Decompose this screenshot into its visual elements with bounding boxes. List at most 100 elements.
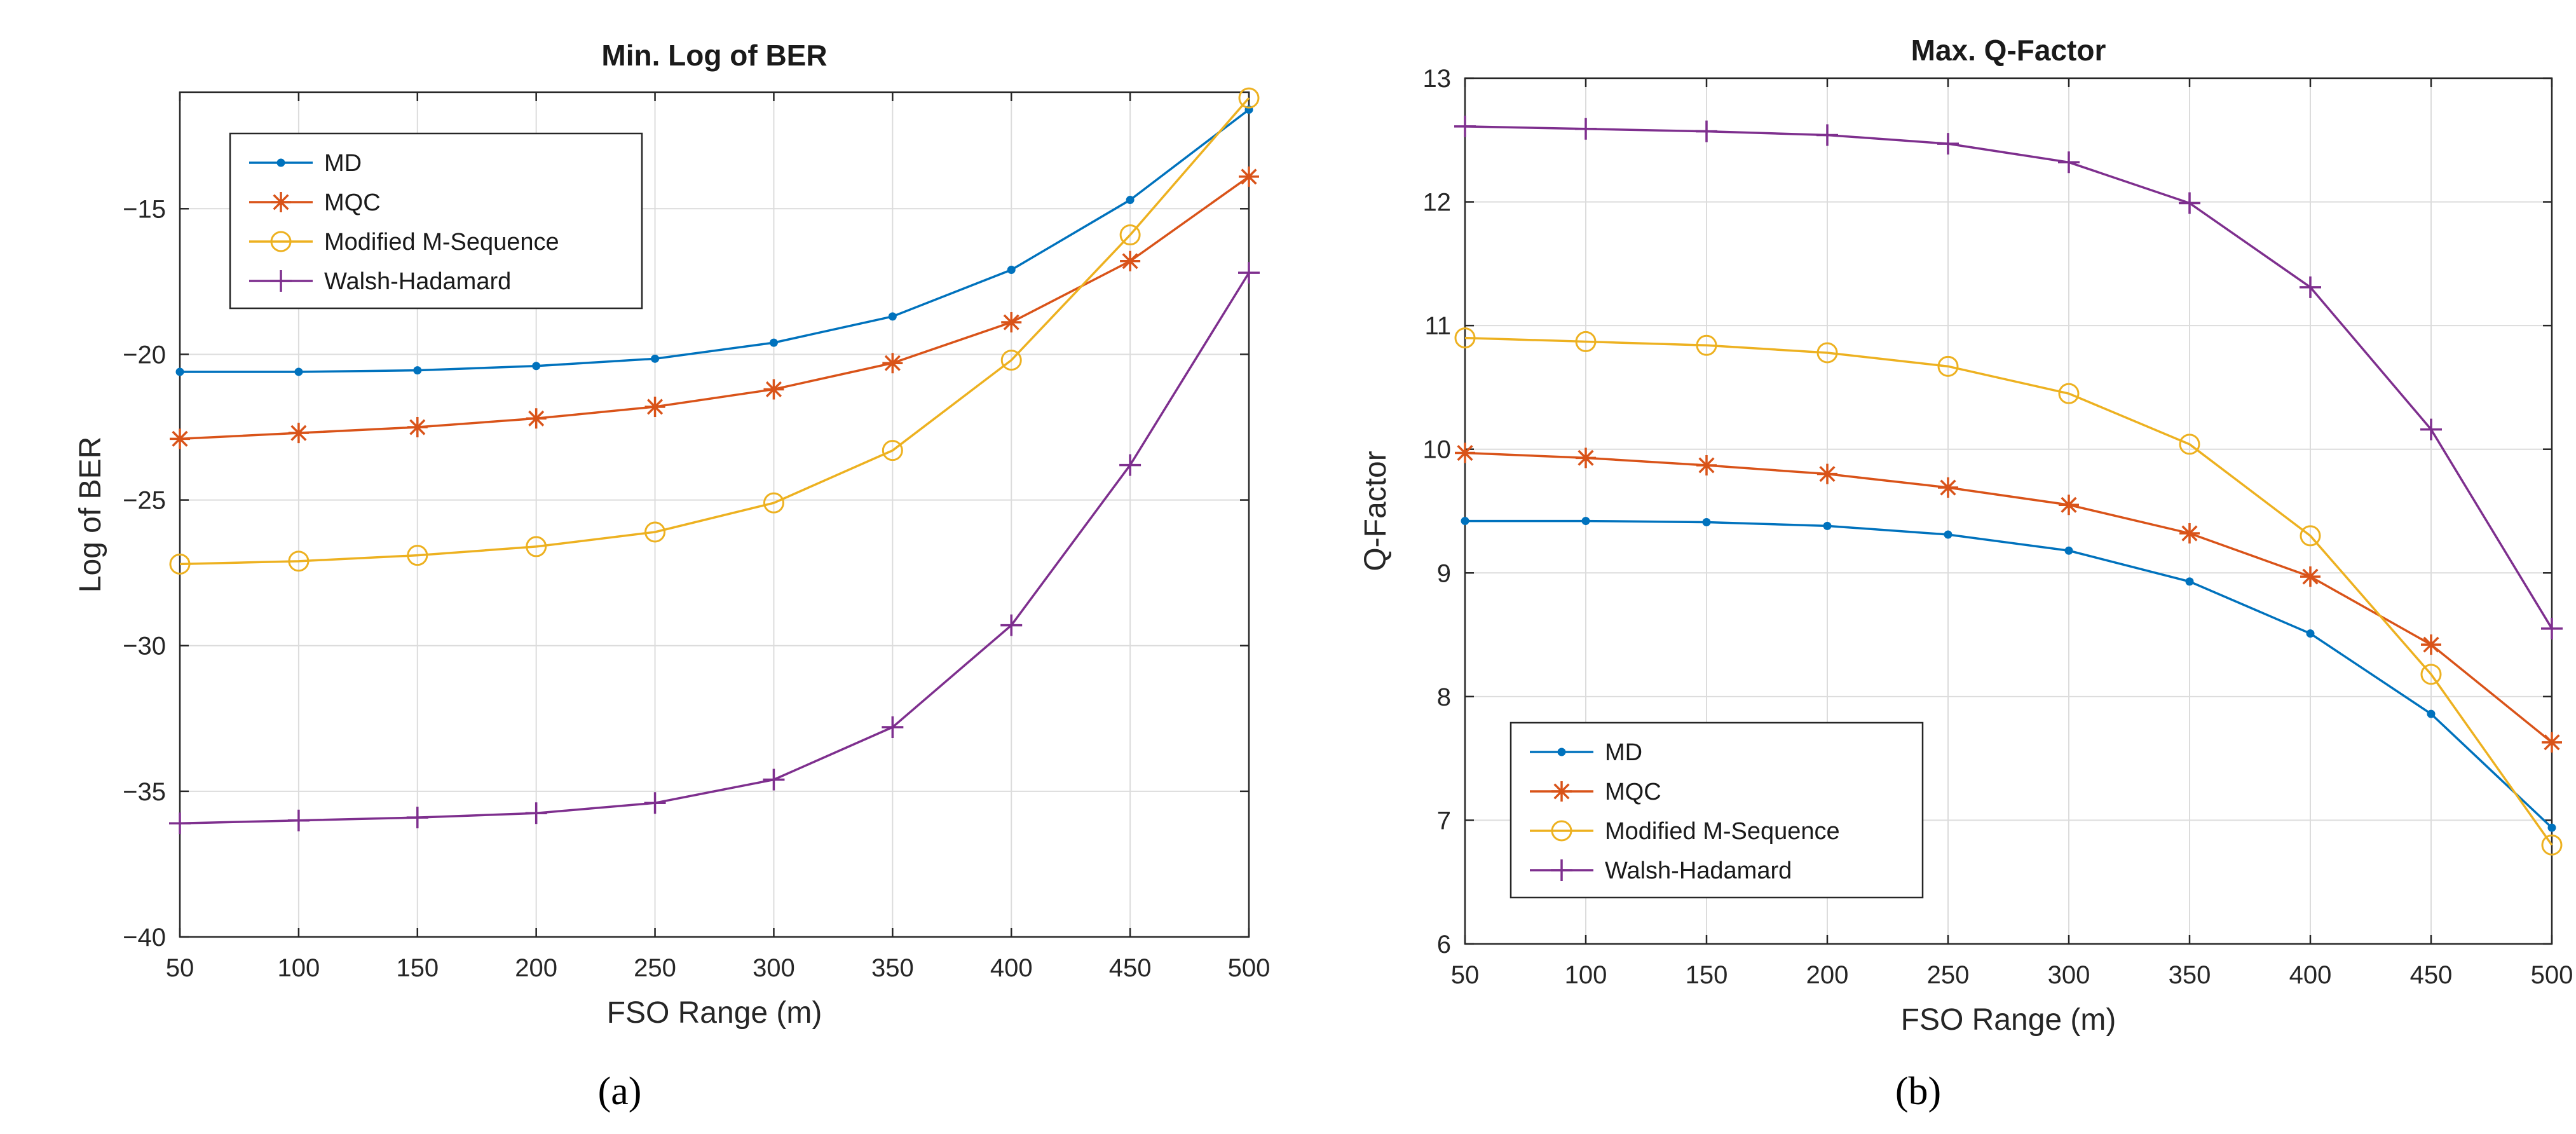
series-line: [1464, 336, 2553, 846]
legend-marker: [270, 270, 292, 292]
data-point: [1000, 350, 1022, 371]
data-point: [287, 809, 310, 831]
x-tick-label: 300: [753, 954, 795, 982]
x-tick-label: 500: [1228, 954, 1271, 982]
data-point: [1702, 518, 1711, 527]
x-tick-label: 100: [278, 954, 320, 982]
data-point: [2420, 664, 2442, 685]
data-point: [1119, 224, 1141, 246]
series-line: [179, 97, 1250, 566]
data-point: [1696, 455, 1717, 476]
chart-title: Min. Log of BER: [601, 39, 827, 72]
series-line: [179, 175, 1250, 441]
data-point: [170, 428, 190, 449]
series-mqc: [170, 166, 1259, 449]
data-point: [407, 545, 428, 566]
legend-label: MQC: [324, 189, 381, 216]
series-modified-m-sequence: [1454, 327, 2563, 856]
y-tick-label: 9: [1437, 559, 1451, 587]
y-tick-label: 6: [1437, 931, 1451, 959]
x-axis-label: FSO Range (m): [1901, 1003, 2116, 1037]
data-point: [1696, 334, 1717, 356]
data-point: [2059, 495, 2079, 516]
data-point: [644, 396, 665, 417]
x-tick-label: 50: [1451, 961, 1480, 989]
data-point: [1001, 312, 1022, 333]
data-point: [882, 440, 903, 461]
series-walsh-hadamard: [169, 262, 1260, 835]
data-point: [1937, 133, 1959, 155]
data-point: [644, 792, 666, 814]
legend-marker: [271, 192, 291, 212]
data-point: [2300, 276, 2321, 298]
data-point: [1000, 614, 1023, 636]
x-tick-label: 250: [1927, 961, 1970, 989]
data-point: [882, 353, 903, 374]
legend-marker: [270, 231, 292, 252]
x-tick-label: 500: [2531, 961, 2573, 989]
data-point: [526, 408, 547, 429]
data-point: [1461, 517, 1469, 526]
data-point: [526, 536, 547, 557]
x-tick-label: 200: [1806, 961, 1849, 989]
data-point: [1581, 517, 1590, 526]
data-point: [1816, 124, 1838, 146]
legend: MD MQC Modified M-Sequence Walsh-Hadamard: [1509, 721, 1924, 899]
legend-label: Walsh-Hadamard: [324, 268, 511, 295]
y-tick-label: 13: [1423, 65, 1452, 93]
series-walsh-hadamard: [1454, 115, 2563, 639]
chart-title: Max. Q-Factor: [1911, 34, 2106, 67]
data-point: [2547, 823, 2556, 832]
data-point: [1454, 115, 1476, 137]
data-point: [1937, 355, 1959, 377]
data-point: [2179, 523, 2200, 544]
data-point: [1817, 463, 1837, 484]
series-modified-m-sequence: [169, 87, 1260, 575]
data-point: [1238, 87, 1260, 109]
data-point: [2185, 577, 2194, 586]
chart-a: 50 100 150 200 250 300 350 400 450 500 −40 −35 −30 −2…: [74, 39, 1270, 1113]
figure-caption: (b): [1895, 1070, 1941, 1113]
series-line: [1464, 451, 2553, 744]
data-point: [169, 553, 191, 575]
x-tick-label: 150: [1686, 961, 1728, 989]
data-point: [2541, 834, 2563, 856]
data-point: [769, 338, 778, 347]
data-point: [175, 367, 184, 376]
legend-label: Modified M-Sequence: [1605, 818, 1840, 845]
legend-marker: [1551, 781, 1572, 802]
data-point: [1816, 342, 1838, 364]
legend: MD MQC Modified M-Sequence Walsh-Hadamard: [229, 132, 643, 310]
legend-marker: [1551, 859, 1572, 881]
data-point: [532, 362, 541, 371]
x-tick-label: 200: [515, 954, 557, 982]
chart-b: 50 100 150 200 250 300 350 400 450 500 6 7 8 9 10 11 12 1…: [1359, 34, 2573, 1113]
data-point: [2300, 525, 2321, 547]
data-point: [1575, 331, 1597, 352]
data-point: [763, 769, 785, 791]
x-tick-label: 350: [2169, 961, 2211, 989]
series-line: [180, 109, 1250, 373]
legend-label: MQC: [1605, 779, 1661, 805]
data-point: [1938, 477, 1958, 498]
y-axis-label: Log of BER: [74, 437, 107, 592]
data-point: [169, 812, 191, 835]
y-tick-label: 8: [1437, 683, 1451, 711]
data-point: [1944, 530, 1952, 539]
data-point: [644, 521, 666, 543]
data-point: [1238, 262, 1260, 284]
data-point: [1119, 454, 1141, 476]
y-tick-label: −25: [123, 487, 166, 515]
x-tick-label: 450: [1109, 954, 1152, 982]
series-line: [1464, 125, 2553, 629]
data-point: [1120, 250, 1141, 271]
x-tick-label: 300: [2048, 961, 2090, 989]
y-tick-label: −40: [123, 924, 166, 952]
data-point: [1823, 521, 1832, 530]
data-point: [2300, 566, 2320, 587]
legend-label: MD: [1605, 739, 1642, 766]
y-axis-label: Q-Factor: [1359, 451, 1393, 571]
data-point: [2179, 434, 2200, 455]
legend-label: MD: [324, 150, 362, 177]
data-point: [2420, 418, 2442, 441]
